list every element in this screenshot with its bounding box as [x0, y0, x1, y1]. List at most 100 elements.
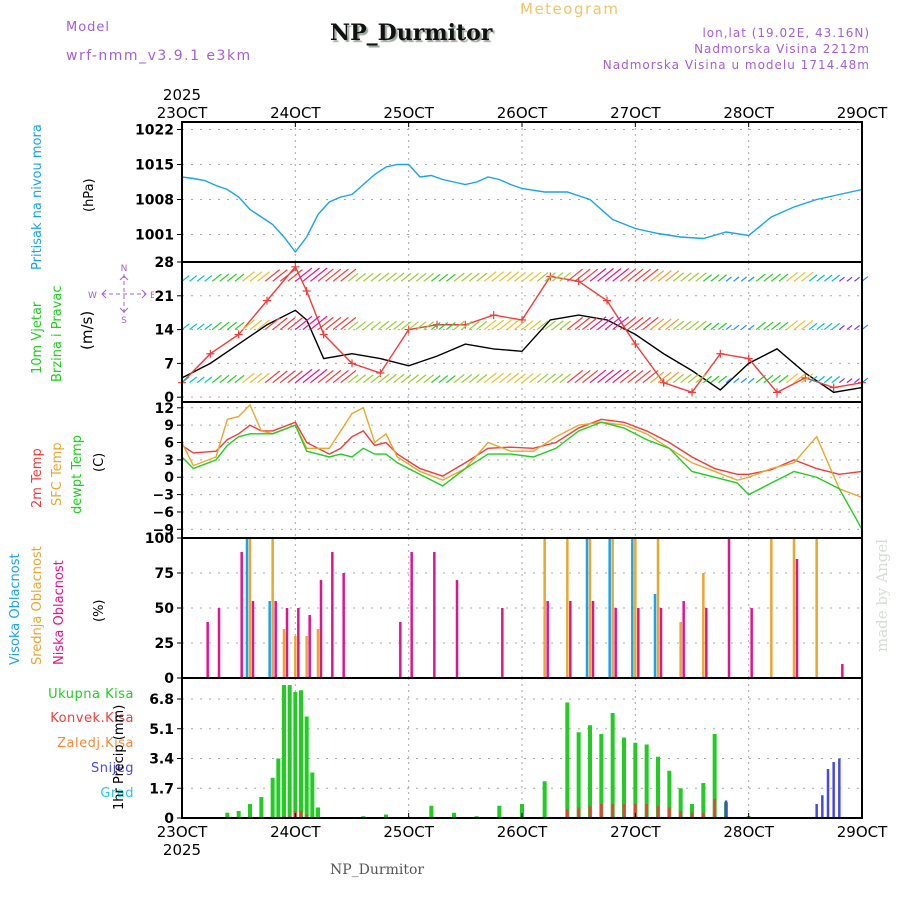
- xtick-label-top: 28OCT: [723, 104, 774, 122]
- wind-arrow: [423, 321, 435, 331]
- gust-marker: [489, 311, 498, 320]
- bar-niska-oblacnost: [546, 601, 549, 678]
- model-elevation-label: Nadmorska Visina u modelu 1714.48m: [602, 58, 870, 72]
- wind-arrow: [430, 322, 441, 331]
- wind-arrow: [378, 320, 390, 331]
- wind-arrow: [831, 375, 841, 384]
- wind-arrow: [226, 374, 237, 384]
- wind-arrow: [400, 374, 412, 384]
- wind-arrow: [740, 377, 747, 384]
- bar-ukupna-kisa: [588, 725, 592, 818]
- wind-arrow: [816, 375, 825, 384]
- wind-arrow: [566, 268, 584, 282]
- wind-arrow: [189, 376, 198, 384]
- wind-arrow: [332, 369, 349, 384]
- wind-arrow: [453, 320, 465, 331]
- gust-marker: [302, 286, 311, 295]
- bar-niska-oblacnost: [217, 608, 221, 678]
- bar-ukupna-kisa: [497, 805, 502, 818]
- wind-arrow: [551, 373, 564, 384]
- wind-arrow: [634, 369, 652, 384]
- year-label-bottom: 2025: [163, 841, 201, 859]
- wind-arrow: [196, 275, 205, 282]
- bar-snijeg: [832, 762, 835, 818]
- wind-arrow: [627, 268, 644, 282]
- bar-konvek-kisa: [702, 812, 705, 818]
- bar-konvek-kisa: [611, 804, 614, 818]
- wind-arrow: [597, 268, 614, 282]
- wind-arrow: [438, 273, 449, 282]
- wind-arrow: [279, 317, 296, 331]
- bar-ukupna-kisa: [270, 777, 275, 818]
- bar-ukupna-kisa: [299, 690, 303, 818]
- wind-arrow: [317, 369, 334, 384]
- bar-ukupna-kisa: [678, 788, 683, 818]
- ytick-label: 0: [164, 390, 174, 406]
- series-line-mslp: [181, 163, 863, 254]
- wind-arrow: [498, 372, 512, 384]
- wind-arrow: [446, 375, 456, 384]
- ytick-label: 1022: [135, 123, 174, 139]
- bar-ukupna-kisa: [690, 804, 694, 818]
- wind-arrow: [446, 322, 456, 331]
- bar-ukupna-kisa: [276, 758, 281, 818]
- wind-arrow: [378, 373, 390, 384]
- compass-south: S: [121, 316, 127, 324]
- footer-station: NP_Durmitor: [330, 862, 425, 878]
- bar-ukupna-kisa: [701, 783, 706, 818]
- wind-arrow: [801, 271, 814, 282]
- wind-arrow: [423, 272, 435, 282]
- bar-ukupna-kisa: [384, 814, 388, 818]
- ytick-label: 1.7: [149, 781, 174, 797]
- legend-snow: Snijeg: [91, 761, 134, 776]
- wind-arrow: [483, 271, 497, 282]
- wind-arrow: [582, 316, 599, 331]
- wind-arrow: [521, 373, 534, 384]
- wind-arrow: [362, 272, 374, 282]
- wind-arrow: [506, 372, 520, 384]
- wind-arrow: [370, 272, 382, 282]
- wind-arrow: [340, 369, 357, 384]
- bar-ukupna-kisa: [520, 804, 524, 818]
- series-line-sfc-temp: [181, 403, 863, 499]
- ytick-label: −6: [153, 505, 174, 521]
- wind-arrow: [778, 321, 789, 331]
- wind-arrow: [483, 372, 497, 384]
- bar-visoka-oblacnost: [653, 594, 657, 678]
- wind-arrow: [559, 320, 572, 331]
- wind-arrow: [211, 273, 222, 282]
- gust-marker: [688, 388, 696, 397]
- wind-arrow: [710, 322, 720, 331]
- wind-arrow: [347, 272, 359, 282]
- wind-arrow: [642, 369, 659, 384]
- wind-arrow: [854, 378, 860, 384]
- wind-arrow: [310, 368, 328, 384]
- gust-marker: [234, 330, 243, 339]
- wind-arrow: [846, 378, 853, 384]
- wind-arrow: [468, 374, 480, 384]
- wind-arrow: [770, 321, 781, 331]
- wind-arrow: [718, 375, 728, 384]
- bar-srednja-oblacnost: [588, 538, 592, 678]
- ytick-label: 1008: [135, 193, 174, 209]
- wind-arrow: [536, 272, 549, 282]
- gust-marker: [631, 340, 640, 349]
- wind-arrow: [272, 370, 288, 384]
- wind-arrow: [211, 321, 222, 331]
- series-line-dewpt-temp: [181, 421, 863, 530]
- xtick-label-bottom: 28OCT: [723, 823, 774, 841]
- bar-niska-oblacnost: [682, 601, 685, 678]
- wind-arrow: [544, 320, 556, 331]
- wind-arrow: [415, 374, 427, 384]
- bar-konvek-kisa: [668, 807, 671, 818]
- wind-arrow: [423, 374, 435, 384]
- wind-arrow: [204, 275, 213, 282]
- bar-niska-oblacnost: [614, 608, 617, 678]
- ytick-label: 6.8: [149, 692, 174, 708]
- wind-arrow: [430, 375, 441, 384]
- ytick-label: 7: [164, 356, 174, 372]
- wind-arrow: [521, 320, 534, 331]
- wind-arrow: [778, 273, 789, 282]
- xtick-label-top: 25OCT: [383, 104, 434, 122]
- wind-arrow: [718, 322, 728, 331]
